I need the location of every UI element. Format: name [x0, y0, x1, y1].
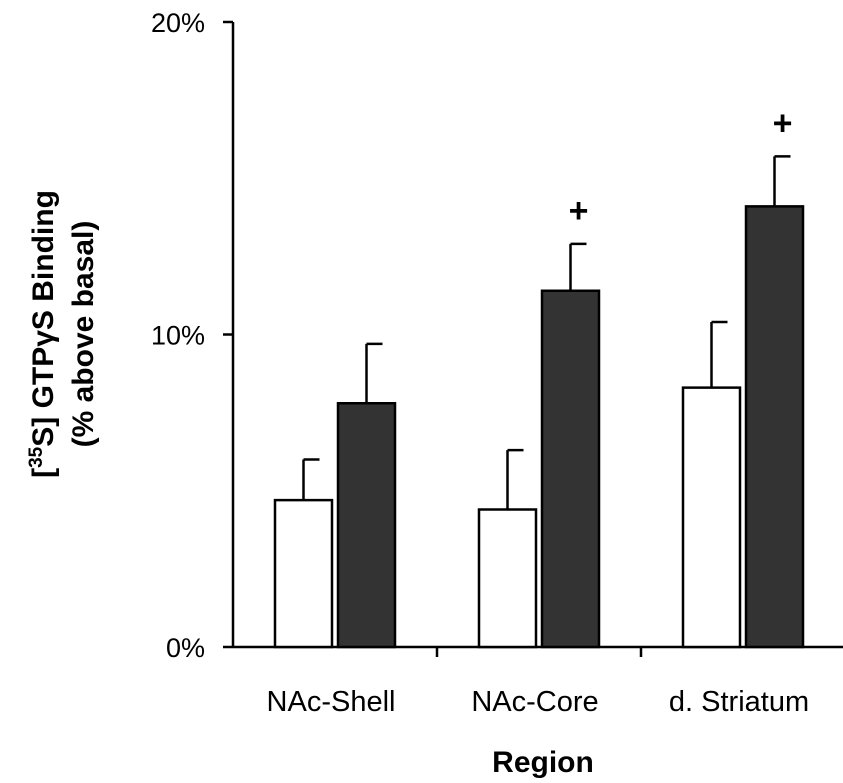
- x-tick-label: NAc-Shell: [267, 686, 396, 718]
- y-axis-title-line2: (% above basal): [67, 221, 100, 448]
- significance-mark: +: [773, 104, 793, 142]
- plot-area: 0% 10% 20% NAc-Shell NAc-Core d. Striatum + +: [151, 8, 843, 718]
- x-tick-label: d. Striatum: [669, 686, 809, 718]
- x-axis-title: Region: [492, 746, 594, 779]
- x-tick-label: NAc-Core: [471, 686, 598, 718]
- bar: [273, 498, 334, 649]
- bar: [744, 205, 805, 649]
- y-axis-title: [35S] GTPγS Binding (% above basal): [26, 190, 100, 478]
- y-tick-label: 20%: [151, 8, 205, 38]
- significance-mark: +: [569, 192, 589, 230]
- y-tick-label: 10%: [151, 321, 205, 351]
- bar: [540, 289, 601, 649]
- bar: [477, 508, 538, 649]
- bar: [681, 386, 742, 649]
- y-axis-title-line1: [35S] GTPγS Binding: [26, 190, 60, 478]
- bar: [336, 402, 397, 649]
- y-tick-label: 0%: [166, 633, 205, 663]
